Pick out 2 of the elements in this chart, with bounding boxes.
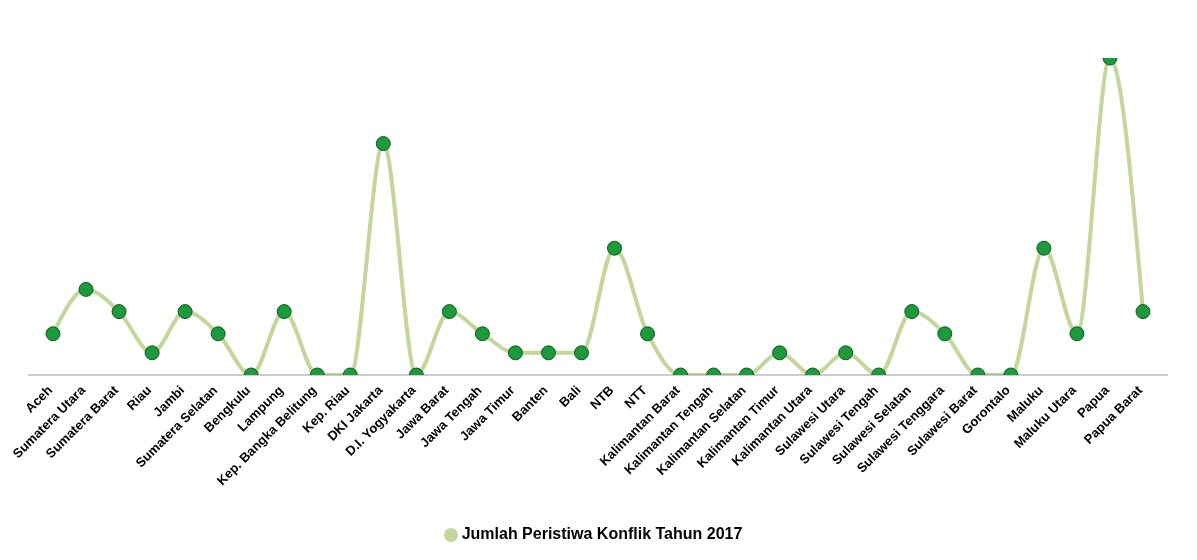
x-tick-label: Bali bbox=[556, 382, 584, 410]
legend-label: Jumlah Peristiwa Konflik Tahun 2017 bbox=[461, 525, 743, 542]
